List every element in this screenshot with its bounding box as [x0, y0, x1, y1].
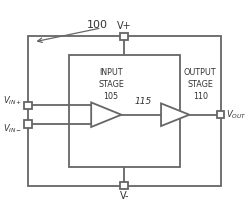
Bar: [68, 55, 180, 167]
Text: INPUT
STAGE
105: INPUT STAGE 105: [98, 68, 124, 101]
Bar: [120, 33, 128, 40]
Text: 115: 115: [134, 97, 152, 106]
Polygon shape: [161, 103, 189, 126]
Polygon shape: [91, 103, 122, 127]
Bar: [120, 182, 128, 189]
Bar: [24, 101, 32, 109]
Text: V-: V-: [120, 191, 129, 201]
Text: V+: V+: [117, 21, 132, 31]
Text: OUTPUT
STAGE
110: OUTPUT STAGE 110: [184, 68, 216, 101]
Text: $V_{IN+}$: $V_{IN+}$: [3, 94, 22, 107]
Text: $V_{IN-}$: $V_{IN-}$: [3, 123, 22, 135]
Text: 100: 100: [86, 20, 107, 30]
Text: $V_{OUT}$: $V_{OUT}$: [226, 108, 247, 121]
Bar: [217, 111, 224, 119]
Bar: [24, 120, 32, 128]
Bar: [28, 36, 220, 185]
